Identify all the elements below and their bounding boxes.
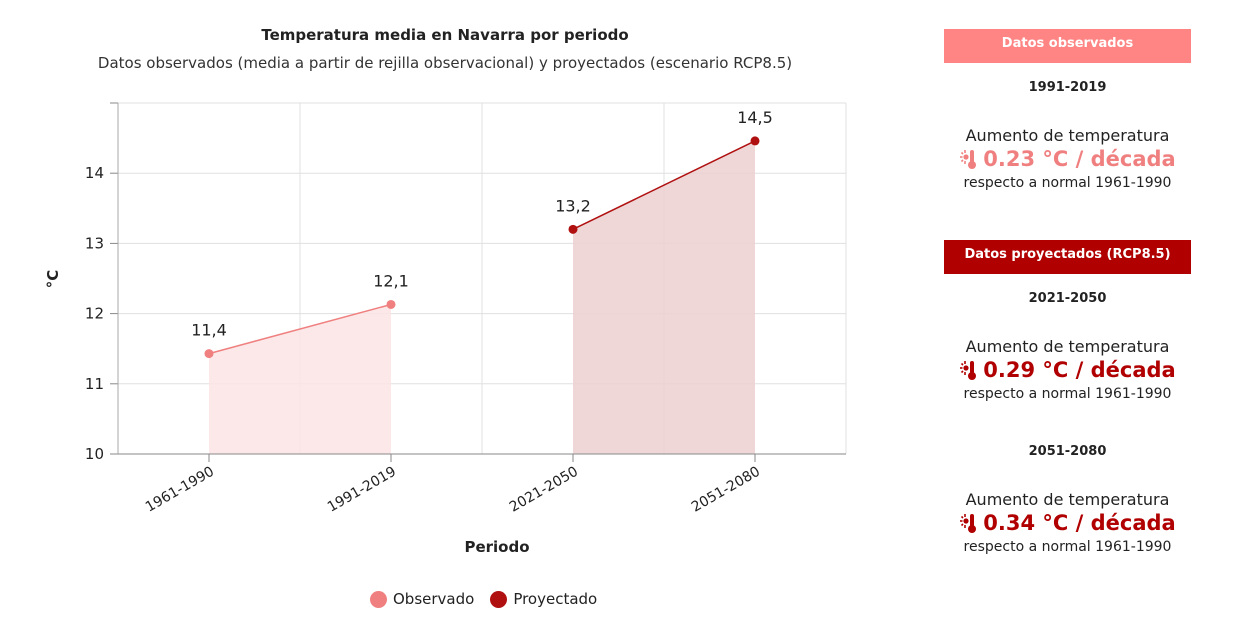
chart-legend: Observado Proyectado xyxy=(370,590,597,608)
period-label: 2021-2050 xyxy=(1028,291,1107,306)
thermometer-sun-icon xyxy=(960,361,977,380)
data-point xyxy=(568,224,578,234)
chart-title: Temperatura media en Navarra por periodo xyxy=(261,26,629,44)
data-point xyxy=(386,299,396,309)
area-proyectado xyxy=(573,140,755,454)
increase-label: Aumento de temperatura xyxy=(965,126,1170,145)
projected-header: Datos proyectados (RCP8.5) xyxy=(944,240,1191,274)
observed-panel: Datos observados 1991-2019 Aumento de te… xyxy=(944,29,1191,191)
chart-area: 10 11 12 13 14 11,4 12,1 13,2 14,5 1961-1990 1991-… xyxy=(44,102,847,556)
data-label: 13,2 xyxy=(555,196,591,215)
increase-value-row: 0.29 °C / década xyxy=(944,358,1191,382)
temperature-increase-block: Aumento de temperatura 0.29 °C / década … xyxy=(944,337,1191,402)
projected-panel: Datos proyectados (RCP8.5) 2021-2050 Aum… xyxy=(944,240,1191,555)
y-tick-label: 10 xyxy=(85,445,104,463)
thermometer-sun-icon xyxy=(960,514,977,533)
y-tick-label: 13 xyxy=(85,234,104,252)
x-tick-label: 1961-1990 xyxy=(143,464,217,516)
increase-value: 0.34 °C / década xyxy=(983,511,1176,535)
data-point xyxy=(204,349,214,359)
reference-note: respecto a normal 1961-1990 xyxy=(963,539,1172,555)
period-label: 1991-2019 xyxy=(1028,80,1107,95)
chart-subtitle: Datos observados (media a partir de reji… xyxy=(97,54,793,72)
increase-value: 0.23 °C / década xyxy=(983,147,1176,171)
legend-label-observado: Observado xyxy=(393,590,475,608)
y-tick-label: 12 xyxy=(85,305,104,323)
line-observado xyxy=(208,303,392,355)
x-axis-title: Periodo xyxy=(464,538,529,556)
temperature-increase-block: Aumento de temperatura 0.34 °C / década … xyxy=(944,490,1191,555)
y-axis-title: °C xyxy=(44,270,62,289)
temperature-increase-block: Aumento de temperatura 0.23 °C / década … xyxy=(944,126,1191,191)
data-label: 11,4 xyxy=(191,321,227,340)
legend-marker-proyectado xyxy=(490,590,508,608)
y-tick-label: 14 xyxy=(85,164,104,182)
period-label: 2051-2080 xyxy=(1028,444,1107,459)
reference-note: respecto a normal 1961-1990 xyxy=(963,386,1172,402)
data-point xyxy=(750,136,760,146)
legend-marker-observado xyxy=(370,590,387,608)
increase-value: 0.29 °C / década xyxy=(983,358,1176,382)
line-proyectado xyxy=(572,140,756,231)
increase-value-row: 0.34 °C / década xyxy=(944,511,1191,535)
reference-note: respecto a normal 1961-1990 xyxy=(963,175,1172,191)
x-tick-label: 2051-2080 xyxy=(689,464,763,516)
observed-header: Datos observados xyxy=(944,29,1191,63)
increase-value-row: 0.23 °C / década xyxy=(944,147,1191,171)
increase-label: Aumento de temperatura xyxy=(965,337,1170,356)
x-tick-label: 1991-2019 xyxy=(325,464,399,516)
data-label: 12,1 xyxy=(373,271,409,290)
legend-item-proyectado[interactable]: Proyectado xyxy=(490,590,597,608)
increase-label: Aumento de temperatura xyxy=(965,490,1170,509)
legend-item-observado[interactable]: Observado xyxy=(370,590,474,608)
data-label: 14,5 xyxy=(737,108,773,127)
thermometer-sun-icon xyxy=(960,150,977,169)
legend-label-proyectado: Proyectado xyxy=(513,590,598,608)
y-tick-label: 11 xyxy=(85,375,104,393)
x-tick-label: 2021-2050 xyxy=(507,464,581,516)
